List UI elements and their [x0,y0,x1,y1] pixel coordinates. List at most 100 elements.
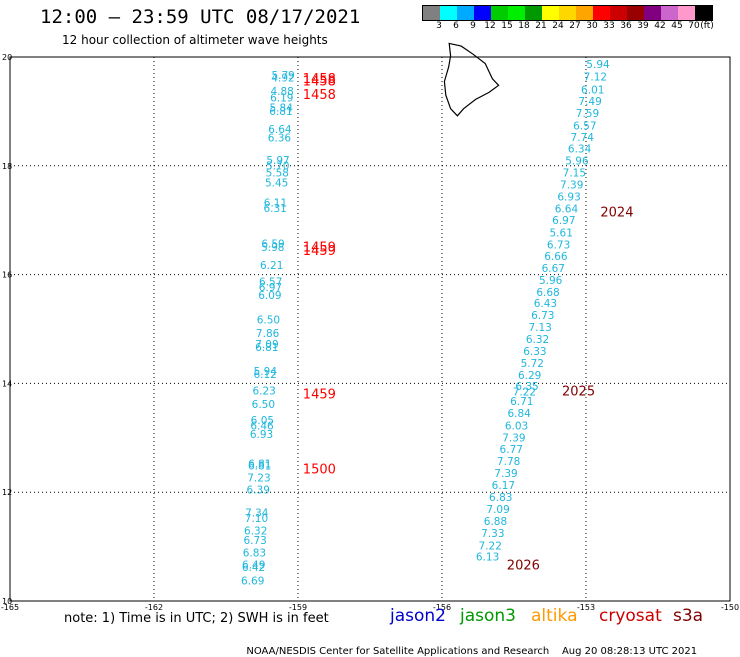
swh-value: 6.81 [248,460,271,472]
time-label: 1459 [303,387,336,402]
legend-swatch [423,6,440,20]
x-tick-label: -159 [289,603,307,612]
footer-note: note: 1) Time is in UTC; 2) SWH is in fe… [64,611,329,626]
time-label: 2025 [562,385,595,400]
satellite-label-altika: altika [531,606,578,626]
swh-value: 6.50 [257,315,280,327]
legend-swatch [474,6,491,20]
swh-value: 6.32 [244,526,267,538]
swh-value: 7.59 [576,108,599,120]
swh-value: 7.39 [502,433,525,445]
swh-value: 6.11 [264,198,287,210]
legend-label: 36 [620,21,632,31]
swh-value: 6.69 [241,576,264,588]
swh-value: 7.12 [584,71,607,83]
legend-label: 45 [671,21,683,31]
legend-label: 39 [637,21,649,31]
credit-text: NOAA/NESDIS Center for Satellite Applica… [246,646,550,657]
swh-value: 6.71 [510,396,533,408]
time-label: 1459 [303,244,336,259]
legend-label: (ft) [700,21,714,31]
swh-value: 6.39 [247,484,270,496]
legend-swatch [661,6,678,20]
y-tick-label: 10 [2,597,12,606]
time-label: 1458 [303,74,336,89]
swh-value: 6.13 [476,552,499,564]
swh-value: 7.22 [513,386,536,398]
swh-value: 4.92 [271,72,294,84]
legend-swatch [644,6,661,20]
map-title: 12:00 – 23:59 UTC 08/17/2021 [40,6,361,28]
legend-label: 42 [654,21,666,31]
swh-value: 6.93 [557,192,580,204]
legend-swatch [593,6,610,20]
legend-swatch [610,6,627,20]
swh-value: 7.09 [255,339,278,351]
y-tick-label: 20 [2,53,12,62]
swh-value: 7.78 [497,456,520,468]
swh-value: 6.46 [250,421,274,433]
swh-value: 6.73 [243,535,266,547]
swh-value: 6.19 [270,93,293,105]
legend-swatch [559,6,576,20]
credit-line: NOAA/NESDIS Center for Satellite Applica… [240,635,697,657]
legend-label: 27 [569,21,581,31]
swh-value: 6.03 [505,421,528,433]
swh-value: 7.10 [245,513,268,525]
time-label: 2026 [507,559,540,574]
swh-value: 6.42 [242,562,265,574]
swh-value: 6.01 [581,84,604,96]
satellite-label-s3a: s3a [673,606,704,626]
time-label: 1458 [303,88,336,103]
swh-value: 6.67 [542,263,565,275]
swh-value: 6.31 [263,203,286,215]
swh-value: 6.29 [518,370,541,382]
swh-value: 5.61 [550,228,573,240]
legend-label: 30 [586,21,598,31]
swh-value: 5.98 [261,242,284,254]
y-tick-label: 18 [2,162,12,171]
swh-value: 7.49 [578,96,601,108]
swh-value: 7.74 [571,132,595,144]
generated-time: Aug 20 08:28:13 UTC 2021 [561,646,698,657]
satellite-label-jason3: jason3 [460,606,516,626]
legend-label: 12 [484,21,496,31]
time-label: 1500 [303,462,336,477]
legend-swatch [542,6,559,20]
swh-value: 6.34 [568,144,592,156]
y-tick-label: 14 [2,379,12,388]
time-label: 1458 [303,72,336,87]
y-tick-label: 16 [2,271,12,280]
legend-label: 3 [436,21,442,31]
swh-value: 6.83 [243,547,266,559]
swh-value: 6.32 [526,334,549,346]
legend-swatch [491,6,508,20]
x-tick-label: -165 [1,603,19,612]
swh-value: 5.94 [586,59,610,71]
legend-label: 21 [535,21,547,31]
swh-value: 5.96 [539,275,563,287]
swh-value: 6.97 [552,215,575,227]
legend-swatch [525,6,542,20]
swh-value: 5.79 [271,70,294,82]
legend-label: 18 [518,21,530,31]
swh-value: 6.49 [242,559,265,571]
color-legend [422,5,713,21]
swh-value: 6.64 [268,124,292,136]
swh-value: 6.36 [268,132,292,144]
swh-value: 7.34 [245,508,269,520]
swh-value: 7.13 [528,322,551,334]
swh-value: 7.23 [247,472,270,484]
y-tick-label: 12 [2,488,12,497]
x-tick-label: -150 [721,603,739,612]
swh-value: 7.86 [256,328,280,340]
swh-value: 5.72 [521,358,544,370]
swh-value: 6.81 [248,459,271,471]
swh-value: 7.15 [563,168,586,180]
x-tick-label: -156 [433,603,451,612]
legend-swatch [457,6,474,20]
swh-value: 6.81 [269,106,292,118]
map-subtitle: 12 hour collection of altimeter wave hei… [62,33,328,47]
legend-swatch [440,6,457,20]
swh-value: 6.64 [555,204,579,216]
